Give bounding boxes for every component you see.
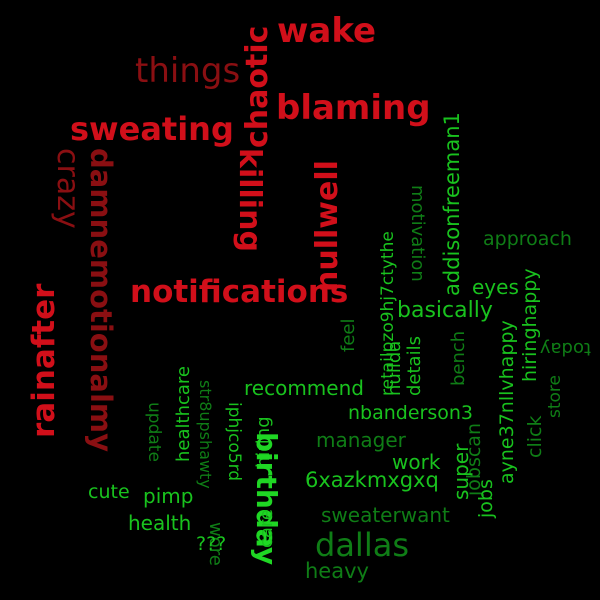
word-rainafter: rainafter (26, 283, 62, 438)
word-feel: feel (338, 318, 359, 353)
word-update: update (144, 402, 164, 462)
word-notifications: notifications (130, 274, 349, 310)
word-basically: basically (397, 298, 493, 323)
word-recommend: recommend (244, 376, 364, 400)
word-details: details (404, 336, 425, 396)
word-nbanderson3: nbanderson3 (348, 402, 474, 424)
word-eyes: eyes (472, 275, 519, 299)
word-jobs: jobs (475, 479, 497, 518)
word-addisonfreeman1: addisonfreeman1 (440, 112, 464, 296)
word-manager: manager (316, 428, 406, 452)
word-work: work (392, 450, 441, 474)
word-6xazkmxgxq: 6xazkmxgxq (305, 468, 439, 492)
word-bench: bench (448, 330, 469, 386)
word-click: click (524, 415, 546, 458)
word-today: today (539, 338, 591, 359)
word-approach: approach (483, 228, 572, 250)
word-nullwell: nullwell (310, 160, 345, 292)
word-chaotic: chaotic (240, 25, 275, 148)
word-str8upshawty: str8upshawty (196, 380, 215, 489)
word-super: super (449, 443, 473, 500)
word-wake: wake (277, 11, 377, 51)
word-killing: killing (232, 148, 267, 252)
word-iphjco5rd: iphjco5rd (224, 402, 244, 482)
word-things: things (135, 51, 241, 91)
word-motivation: motivation (407, 185, 428, 282)
word-store: store (545, 375, 565, 418)
word-blaming: blaming (276, 88, 431, 128)
word-healthcare: healthcare (173, 366, 194, 462)
word-hiringhappy: hiringhappy (519, 268, 541, 382)
word-glyphs: ??? (196, 533, 227, 555)
word-sweaterwant: sweaterwant (321, 503, 450, 527)
word-heavy: heavy (305, 559, 369, 583)
word-nullda: nullda (384, 340, 405, 396)
word-cute: cute (88, 481, 130, 503)
word-dallas: dallas (315, 526, 409, 564)
word-health: health (128, 511, 192, 535)
word-sweating: sweating (70, 110, 234, 148)
word-pimp: pimp (143, 484, 194, 508)
word-care: care (256, 508, 277, 548)
word-ayne37nllvhappy: ayne37nllvhappy (496, 320, 518, 484)
word-damnemotionalmy: damnemotionalmy (84, 148, 118, 453)
word-crazy: crazy (50, 148, 85, 229)
